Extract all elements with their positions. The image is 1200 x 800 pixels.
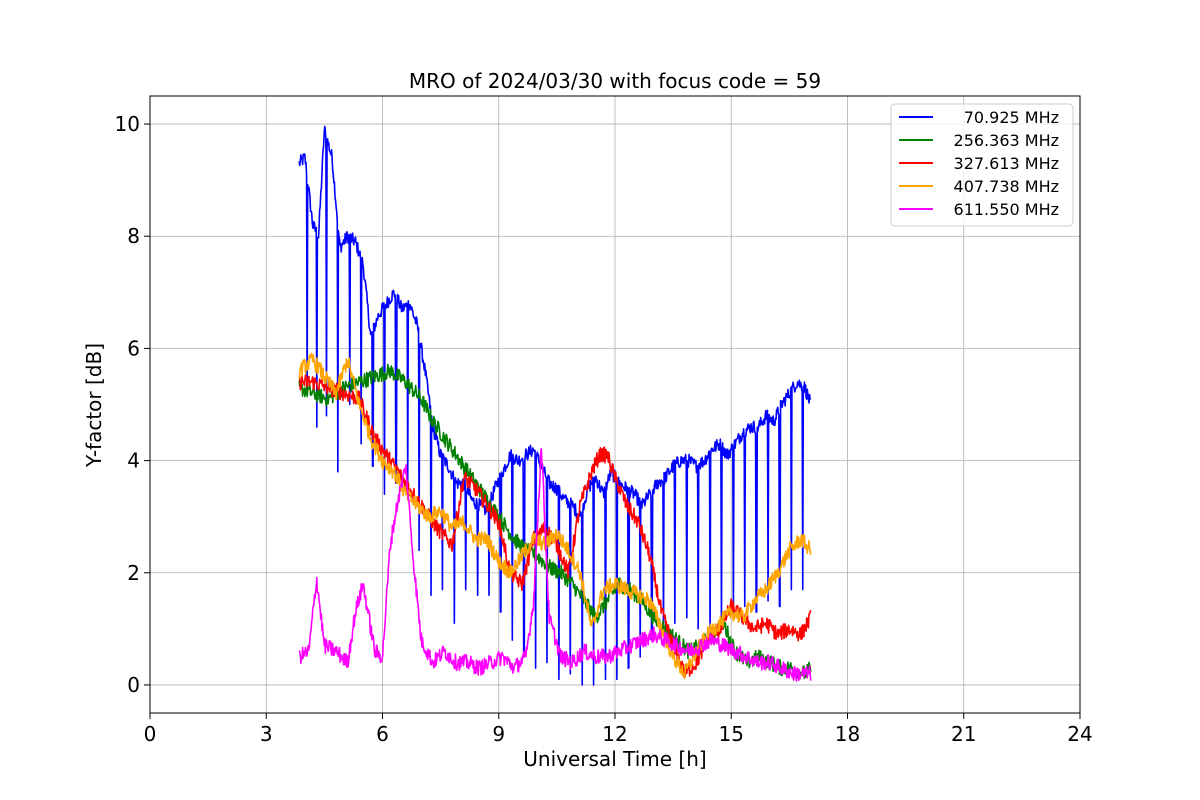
chart-title: MRO of 2024/03/30 with focus code = 59: [409, 69, 821, 93]
y-tick-label-4: 8: [127, 224, 140, 248]
legend-label-1: 256.363 MHz: [954, 131, 1059, 150]
plot-area: [298, 125, 812, 686]
x-axis-ticks: 0 3 6 9 12 15 18 21 24: [144, 713, 1093, 746]
series-line-3: [298, 352, 812, 680]
x-tick-label-7: 21: [951, 722, 976, 746]
x-tick-label-5: 15: [719, 722, 744, 746]
legend-label-3: 407.738 MHz: [954, 177, 1059, 196]
y-tick-label-0: 0: [127, 673, 140, 697]
y-axis-label: Y-factor [dB]: [82, 343, 106, 468]
y-axis-ticks: 0 2 4 6 8 10: [115, 112, 150, 697]
y-tick-label-2: 4: [127, 449, 140, 473]
y-tick-label-5: 10: [115, 112, 140, 136]
y-tick-label-1: 2: [127, 561, 140, 585]
legend-label-0: 70.925 MHz: [964, 108, 1059, 127]
legend-label-2: 327.613 MHz: [954, 154, 1059, 173]
series-line-1: [298, 363, 812, 680]
legend-label-4: 611.550 MHz: [954, 200, 1059, 219]
series-line-4: [298, 447, 812, 682]
x-axis-label: Universal Time [h]: [523, 747, 706, 771]
x-tick-label-0: 0: [144, 722, 157, 746]
x-tick-label-8: 24: [1067, 722, 1092, 746]
x-tick-label-3: 9: [492, 722, 505, 746]
x-tick-label-1: 3: [260, 722, 273, 746]
x-tick-label-4: 12: [602, 722, 627, 746]
legend: 70.925 MHz 256.363 MHz 327.613 MHz 407.738 …: [890, 103, 1074, 227]
x-tick-label-6: 18: [835, 722, 860, 746]
legend-box: [890, 103, 1074, 227]
series-line-0: [298, 125, 812, 686]
y-tick-label-3: 6: [127, 336, 140, 360]
x-tick-label-2: 6: [376, 722, 389, 746]
